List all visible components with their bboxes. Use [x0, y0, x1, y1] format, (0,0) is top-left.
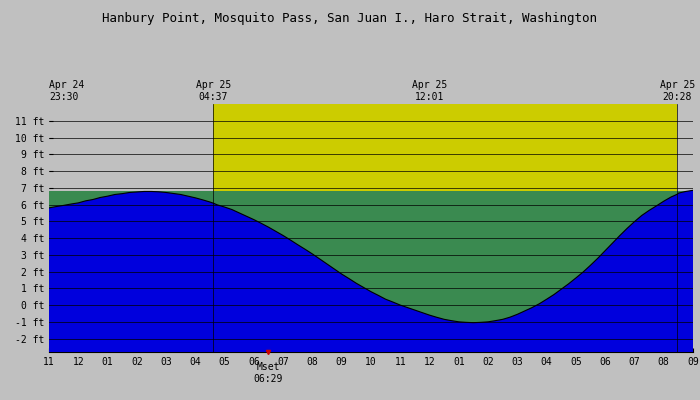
- Bar: [49, 191, 693, 352]
- Text: Hanbury Point, Mosquito Pass, San Juan I., Haro Strait, Washington: Hanbury Point, Mosquito Pass, San Juan I…: [102, 12, 598, 25]
- Text: Apr 25
12:01: Apr 25 12:01: [412, 80, 448, 102]
- Text: Mset
06:29: Mset 06:29: [253, 362, 283, 384]
- Text: Apr 25
20:28: Apr 25 20:28: [660, 80, 695, 102]
- Text: Apr 24
23:30: Apr 24 23:30: [49, 80, 84, 102]
- Bar: [214, 104, 678, 352]
- Text: Apr 25
04:37: Apr 25 04:37: [196, 80, 231, 102]
